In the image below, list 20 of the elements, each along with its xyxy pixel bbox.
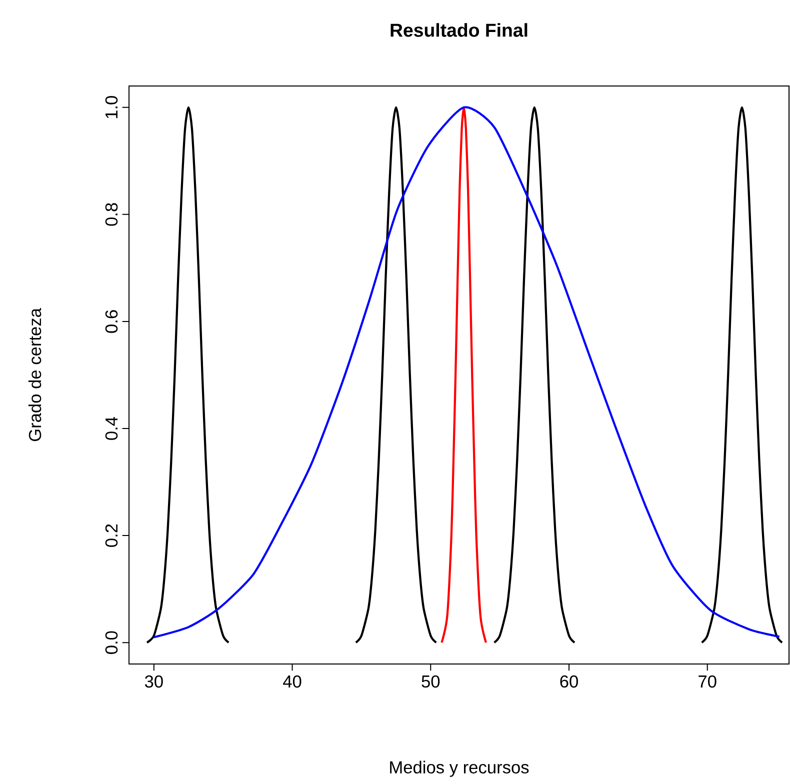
y-tick-label: 0.0: [105, 631, 118, 654]
y-axis-title: Grado de certeza: [28, 308, 42, 442]
y-tick-label: 0.4: [105, 416, 118, 440]
x-tick-label: 50: [422, 675, 440, 688]
y-tick-label: 0.2: [105, 524, 118, 547]
line-series: [440, 106, 488, 644]
line-series: [152, 106, 780, 638]
x-tick-label: 70: [698, 675, 716, 688]
y-tick-label: 0.6: [105, 310, 118, 333]
x-tick-label: 40: [283, 675, 302, 688]
line-series: [354, 106, 438, 644]
line-series: [146, 106, 230, 644]
line-series: [493, 106, 576, 644]
y-tick-label: 0.8: [105, 203, 118, 226]
chart-title: Resultado Final: [390, 23, 528, 37]
x-tick-label: 60: [560, 675, 578, 688]
y-tick-label: 1.0: [105, 96, 118, 118]
line-series: [700, 106, 784, 644]
x-tick-label: 30: [144, 675, 163, 688]
x-axis-title: Medios y recursos: [390, 760, 529, 777]
